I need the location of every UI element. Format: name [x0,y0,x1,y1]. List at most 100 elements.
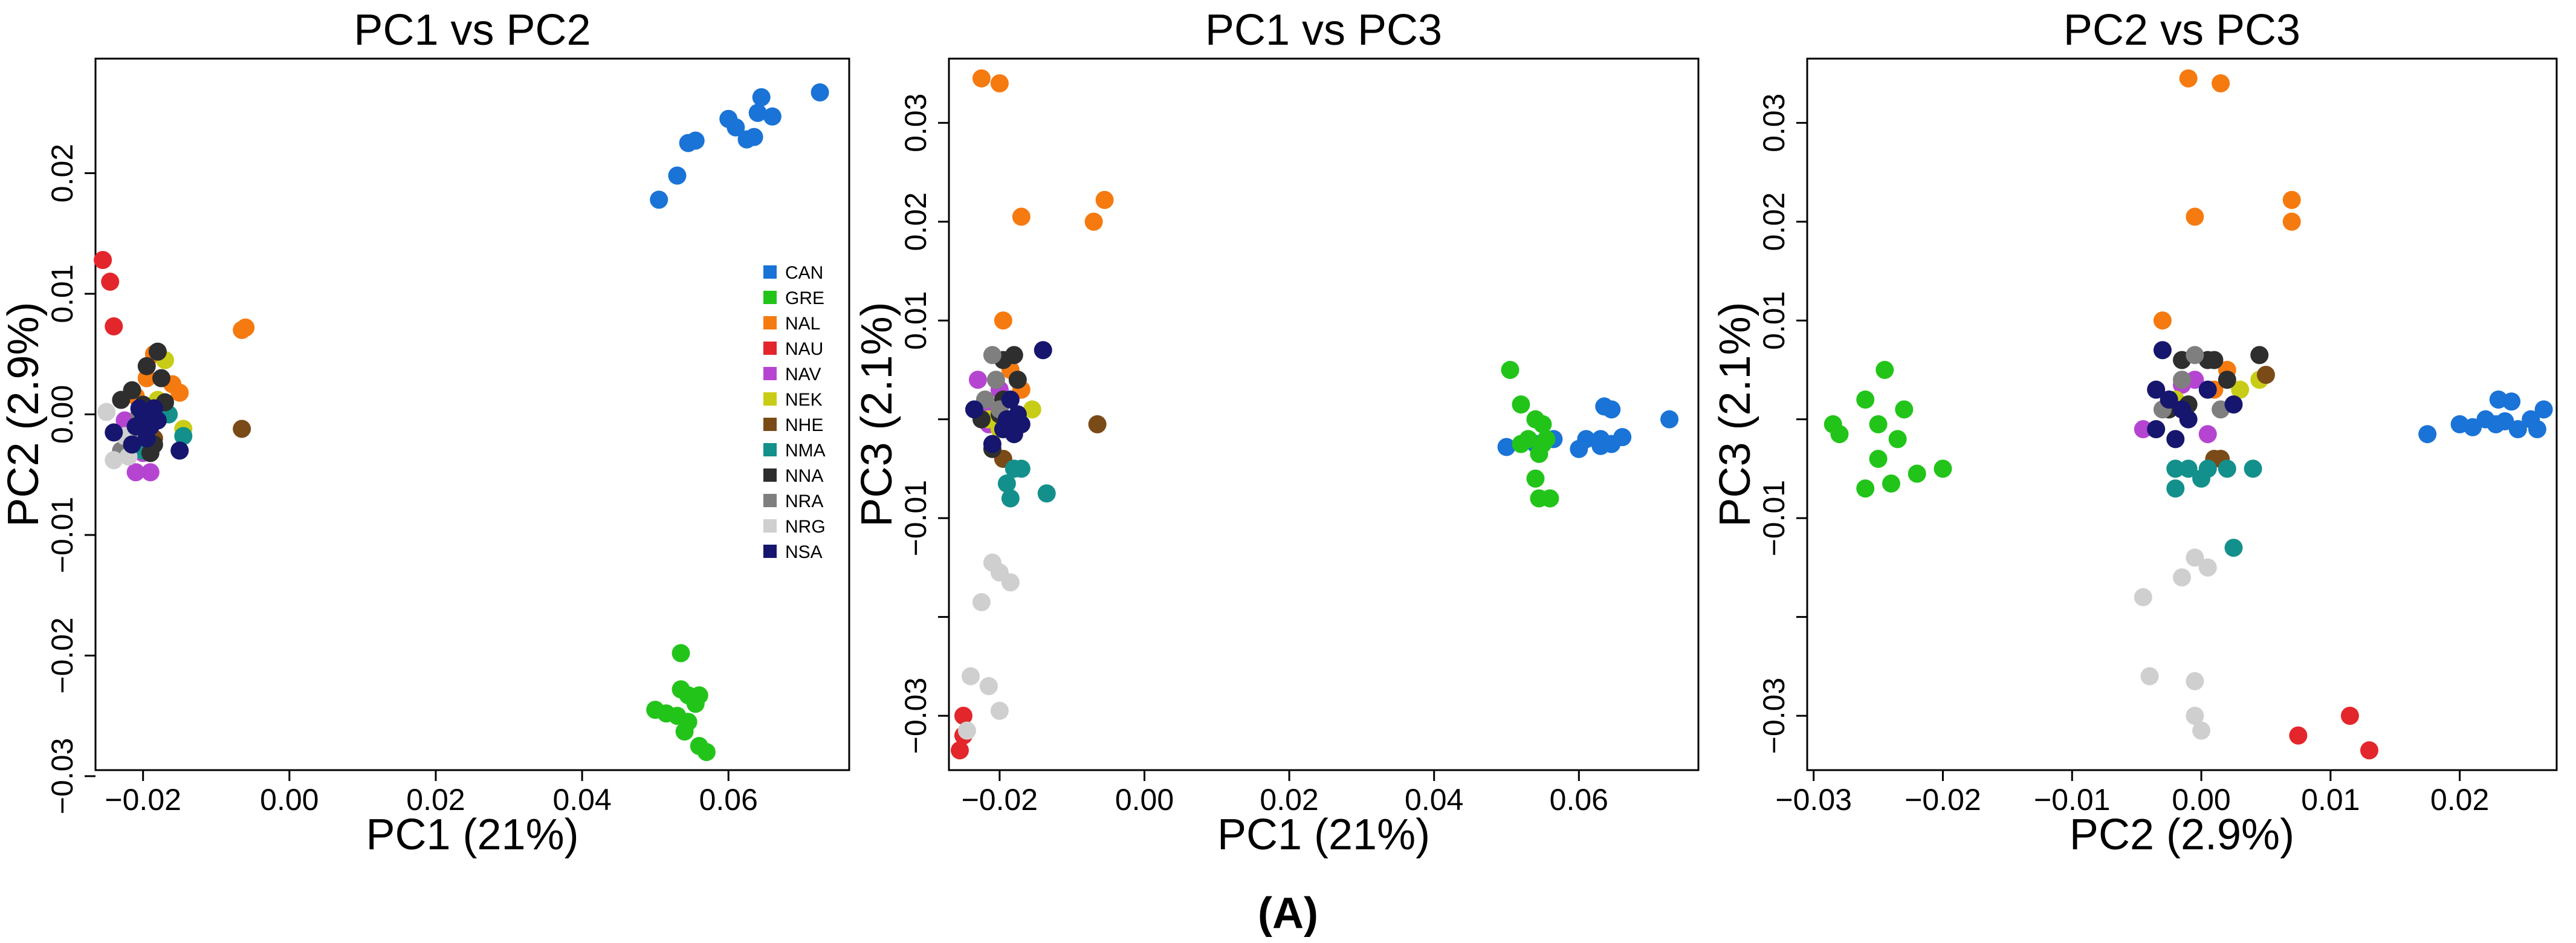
plot-frame [1806,57,2558,771]
point-nau [950,741,969,760]
legend-swatch-nra [763,494,777,507]
legend-label-nsa: NSA [785,542,823,562]
point-nrg [2140,667,2159,685]
x-tick-label: −0.02 [1904,783,1981,817]
point-nrg [2173,568,2191,587]
legend-swatch-nav [763,367,777,380]
y-tick-label: 0.03 [1757,94,1791,152]
x-tick-label: −0.02 [105,783,181,817]
point-nma [997,474,1016,493]
point-nsa [2147,380,2166,399]
x-tick-label: 0.04 [1405,783,1463,817]
point-nsa [965,400,983,419]
x-tick-label: 0.02 [2430,783,2489,817]
point-nrg [2186,707,2204,725]
y-tick-label: −0.01 [1757,480,1791,557]
y-axis-label: PC3 (2.1%) [1711,302,1759,527]
point-nau [2289,726,2308,745]
x-axis-label: PC1 (21%) [1217,811,1430,859]
legend-swatch-can [763,265,777,279]
point-can [1602,435,1621,453]
point-nna [1005,346,1023,365]
point-nal [2153,311,2172,330]
point-gre [1856,479,1875,498]
point-nma [2166,459,2185,478]
point-nsa [1034,341,1052,360]
point-gre [1512,395,1530,414]
legend-label-can: CAN [785,263,823,283]
legend-swatch-nek [763,392,777,406]
panel-pc1-vs-pc3: PC1 vs PC3 −0.02 0.00 0.02 0.04 0.06 −0.03 −0.0… [853,6,1700,859]
point-nsa [2147,420,2166,439]
point-can [1602,400,1621,419]
point-nal [994,311,1012,330]
point-can [686,131,705,150]
point-gre [697,743,716,762]
point-can [763,107,782,126]
y-tick-label: 0.01 [45,264,79,323]
point-gre [1875,360,1894,379]
point-nhe [2256,366,2275,384]
y-axis-label: PC2 (2.9%) [0,302,48,527]
point-nal [972,69,991,88]
point-gre [1934,459,1952,478]
y-tick-label: −0.03 [45,738,79,815]
point-nma [1001,489,1020,508]
point-can [1570,439,1588,458]
point-nal [2282,212,2301,231]
points-layer [950,69,1679,760]
point-nau [94,251,112,270]
point-gre [1869,415,1888,433]
y-tick-label: −0.03 [899,678,933,754]
point-can [752,88,771,106]
point-nrg [961,667,980,685]
point-nrg [97,403,116,421]
point-gre [1830,425,1849,444]
point-nau [954,707,972,725]
point-nma [1012,459,1031,478]
point-nrg [957,721,976,740]
point-nna [2250,346,2269,365]
point-can [2487,415,2505,433]
point-can [2489,390,2508,409]
point-nsa [2153,341,2172,360]
point-nma [2179,459,2198,478]
point-nav [141,463,160,482]
point-nav [126,463,145,482]
point-gre [1512,435,1530,453]
point-nau [2360,741,2378,760]
point-nna [2218,371,2236,389]
panel-pc1-vs-pc2: PC1 vs PC2 −0.02 0.00 0.02 0.04 0.06 −0.03 −0.0… [0,6,850,859]
figure-caption: (A) [1258,889,1318,938]
legend-swatch-nna [763,468,777,482]
x-tick-label: 0.01 [2301,783,2360,817]
points-layer [1824,69,2553,760]
point-nrg [979,677,998,696]
point-gre [1882,474,1900,493]
point-gre [1895,400,1914,419]
point-nal [2179,69,2198,88]
point-nna [137,357,156,375]
point-nav [2134,420,2152,439]
point-gre [1888,430,1907,449]
y-tick-label: 0.02 [899,192,933,251]
point-nrg [105,451,123,470]
point-nsa [137,429,156,448]
point-can [719,109,738,128]
point-gre [1541,489,1559,508]
point-gre [1533,415,1552,433]
x-tick-label: −0.03 [1775,783,1852,817]
point-nma [1037,484,1056,503]
panel-title: PC1 vs PC3 [1205,6,1442,54]
legend-label-nhe: NHE [785,415,823,435]
point-nsa [1001,390,1020,409]
point-gre [672,644,690,663]
point-gre [686,695,705,713]
legend-swatch-nrg [763,519,777,533]
point-nau [101,273,120,291]
point-nrg [2198,558,2217,577]
point-nsa [137,411,156,430]
x-tick-label: 0.00 [260,783,319,817]
y-tick-label: 0.01 [1757,291,1791,350]
point-can [650,190,668,209]
